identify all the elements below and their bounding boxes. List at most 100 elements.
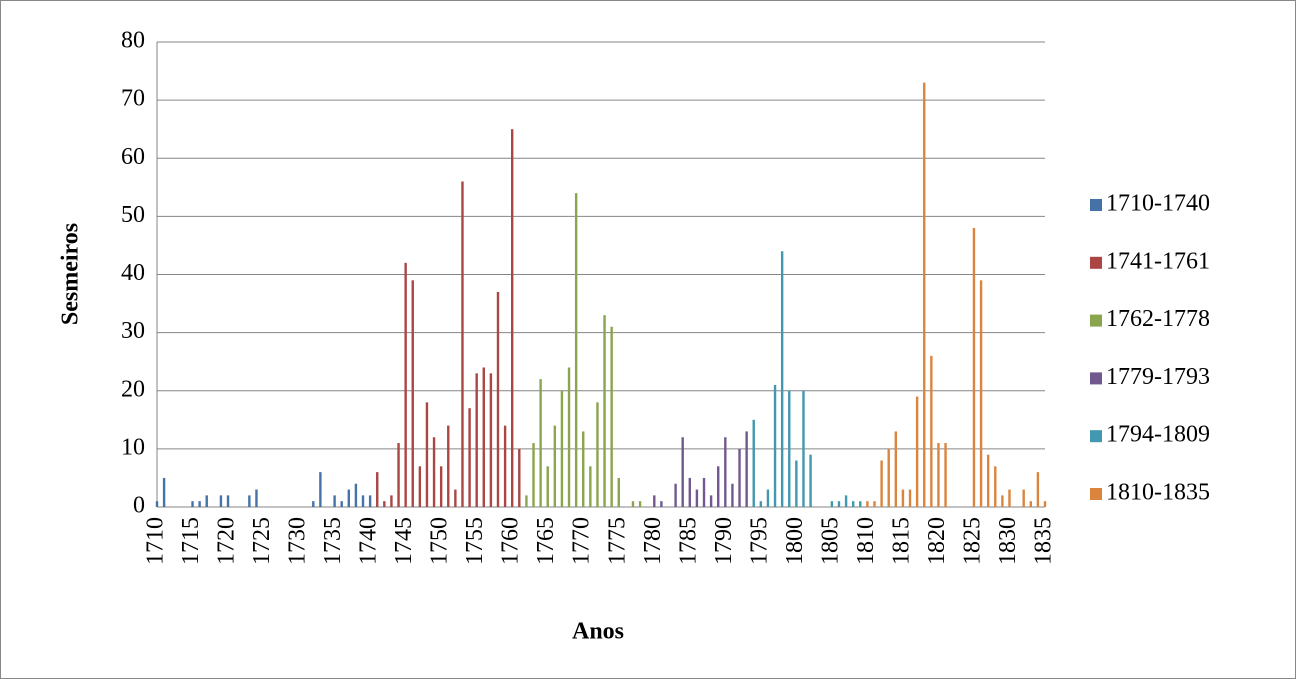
bar	[255, 489, 258, 507]
bar	[546, 466, 549, 507]
bar	[731, 483, 734, 507]
bar	[582, 431, 585, 507]
bar	[638, 501, 642, 507]
bar	[397, 443, 400, 507]
bar	[780, 251, 784, 507]
bar	[560, 390, 564, 507]
bar	[425, 402, 429, 507]
bar	[766, 489, 770, 507]
x-tick-label: 1745	[391, 517, 417, 565]
bar	[986, 454, 990, 507]
x-tick-label: 1780	[640, 517, 666, 565]
legend-swatch	[1090, 256, 1102, 269]
bar	[219, 495, 223, 507]
bar	[930, 355, 933, 507]
x-axis-title: Anos	[572, 619, 624, 645]
legend-label: 1779-1793	[1106, 364, 1210, 390]
bar	[653, 495, 656, 507]
bar	[702, 477, 706, 507]
bar	[972, 228, 976, 507]
bar	[461, 181, 464, 507]
bar	[809, 454, 812, 507]
bar	[795, 460, 798, 507]
x-tick-label: 1710	[143, 517, 169, 565]
bar	[1029, 501, 1032, 507]
bar	[468, 408, 471, 507]
x-tick-label: 1760	[498, 517, 524, 565]
bar	[376, 472, 379, 507]
bar	[837, 501, 841, 507]
bar	[404, 262, 407, 507]
bar	[162, 477, 166, 507]
bar	[681, 437, 684, 507]
bar	[944, 443, 947, 507]
x-tick-label: 1835	[1031, 517, 1057, 565]
bar	[759, 501, 763, 507]
bar	[617, 477, 620, 507]
bar	[1036, 472, 1040, 507]
bar	[482, 367, 485, 507]
bar	[539, 379, 542, 507]
bar	[688, 477, 691, 507]
y-tick-label: 0	[133, 493, 145, 519]
bar	[901, 489, 905, 507]
legend-label: 1741-1761	[1106, 248, 1210, 274]
y-tick-label: 30	[121, 318, 145, 344]
y-tick-label: 60	[121, 144, 145, 170]
bar	[525, 495, 528, 507]
bar	[887, 448, 890, 507]
bar	[773, 384, 777, 507]
bar	[226, 495, 230, 507]
bar	[844, 495, 848, 507]
x-tick-label: 1725	[249, 517, 275, 565]
legend-swatch	[1090, 430, 1102, 443]
bar	[347, 489, 351, 507]
y-tick-label: 20	[121, 376, 145, 402]
x-tick-label: 1730	[285, 517, 311, 565]
bar	[908, 489, 912, 507]
bar	[503, 425, 507, 507]
bar	[390, 495, 393, 507]
bar	[695, 489, 699, 507]
x-tick-label: 1790	[711, 517, 737, 565]
bar	[205, 495, 208, 507]
x-tick-label: 1800	[782, 517, 808, 565]
bar	[368, 495, 372, 507]
bar	[724, 437, 727, 507]
bar	[631, 501, 635, 507]
bar	[894, 431, 898, 507]
bar	[319, 472, 322, 507]
legend-label: 1762-1778	[1106, 306, 1210, 332]
x-tick-label: 1720	[214, 517, 240, 565]
bar	[155, 501, 159, 507]
bar	[489, 373, 493, 507]
bar	[873, 501, 876, 507]
x-tick-label: 1820	[924, 517, 950, 565]
bar	[354, 483, 358, 507]
bar	[432, 437, 436, 507]
bar	[361, 495, 365, 507]
legend-swatch	[1090, 199, 1102, 211]
bar	[596, 402, 599, 507]
x-tick-label: 1795	[746, 517, 772, 565]
legend-swatch	[1090, 372, 1102, 385]
bar	[553, 425, 557, 507]
bar	[454, 489, 457, 507]
bar	[383, 501, 386, 507]
bar	[1001, 495, 1004, 507]
bar	[802, 390, 805, 507]
bar	[191, 501, 194, 507]
x-tick-label: 1755	[462, 517, 488, 565]
y-axis-title: Sesmeiros	[58, 223, 84, 325]
bar	[752, 419, 755, 507]
bar	[532, 443, 535, 507]
bar	[574, 193, 578, 507]
bar	[439, 466, 443, 507]
x-tick-label: 1810	[853, 517, 879, 565]
bar	[994, 466, 997, 507]
y-tick-label: 40	[121, 260, 145, 286]
x-tick-label: 1825	[959, 517, 985, 565]
bar	[660, 501, 663, 507]
bar	[518, 448, 521, 507]
bar	[475, 373, 478, 507]
